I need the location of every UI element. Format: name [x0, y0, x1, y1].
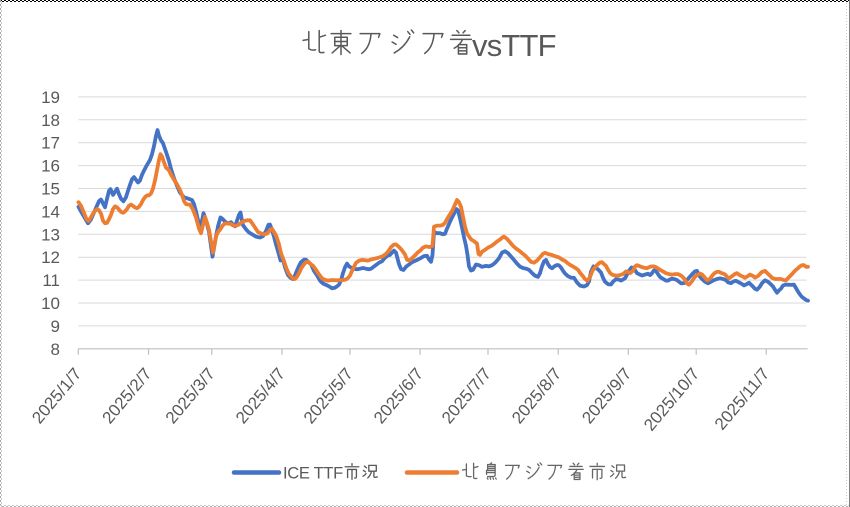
svg-text:11: 11: [42, 271, 60, 290]
svg-text:12: 12: [41, 248, 60, 267]
svg-text:13: 13: [41, 225, 60, 244]
svg-text:16: 16: [41, 157, 60, 176]
svg-text:9: 9: [51, 317, 60, 336]
svg-text:19: 19: [41, 88, 60, 107]
svg-text:18: 18: [41, 111, 60, 130]
svg-text:10: 10: [41, 294, 60, 313]
svg-text:17: 17: [41, 134, 60, 153]
svg-text:14: 14: [41, 202, 60, 221]
svg-text:8: 8: [51, 340, 60, 359]
svg-text:ICE TTF: ICE TTF: [283, 465, 343, 483]
svg-text:vsTTF: vsTTF: [472, 28, 556, 63]
svg-text:15: 15: [41, 180, 60, 199]
